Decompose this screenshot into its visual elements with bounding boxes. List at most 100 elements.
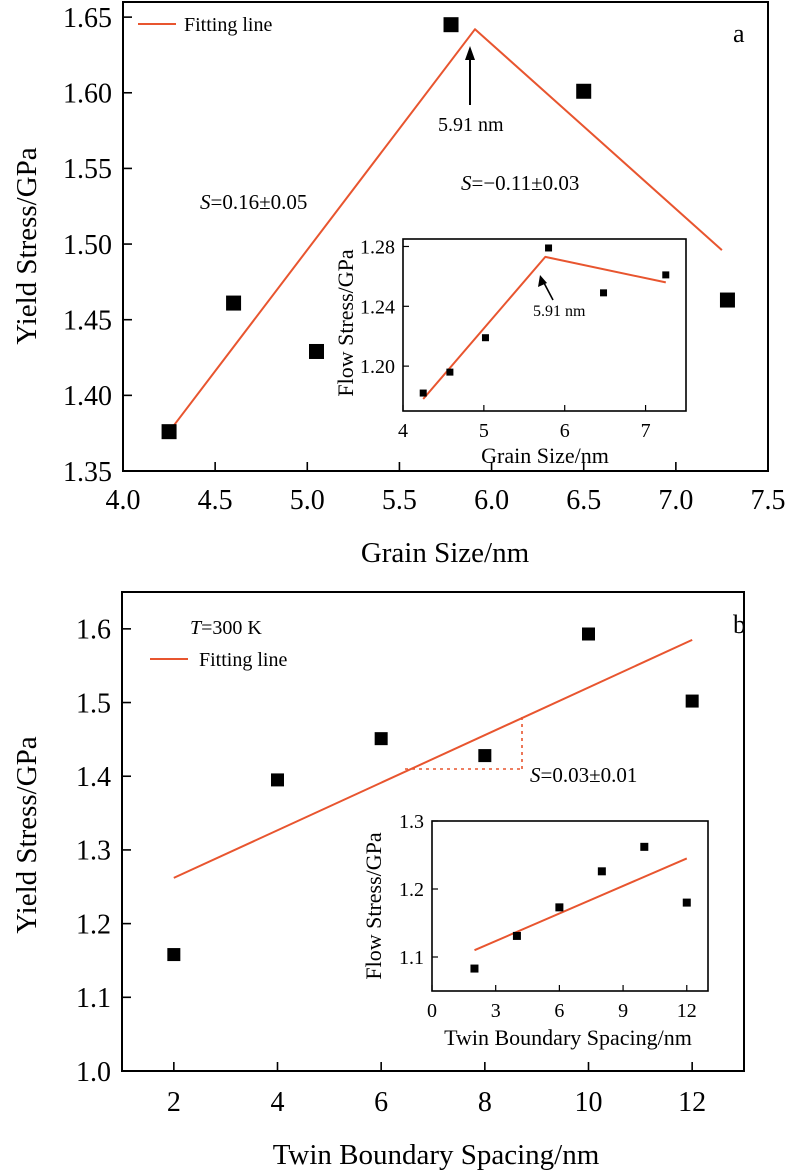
panel-b-temperature: T=300 K <box>190 617 262 639</box>
panel-b-inset-y-axis-label: Flow Stress/GPa <box>361 832 386 980</box>
panel-b-inset-y-tick-label: 1.3 <box>399 811 424 833</box>
panel-a-inset-frame <box>402 238 687 412</box>
slope-variable: S <box>530 763 541 787</box>
panel-b-x-tick-label: 2 <box>167 1087 181 1118</box>
panel-b-inset-x-tick-label: 9 <box>618 1000 628 1022</box>
panel-b-inset-x-tick-label: 6 <box>554 1000 564 1022</box>
panel-a-right-slope: S=−0.11±0.03 <box>461 171 579 195</box>
panel-b-inset: 0 3 6 9 12 1.1 1.2 1.3 Twin Boundary Spacing/nm… <box>361 811 709 1050</box>
panel-a-y-tick-label: 1.50 <box>63 230 112 261</box>
panel-a-data-point <box>719 292 735 308</box>
panel-b-x-tick-label: 10 <box>575 1087 603 1118</box>
panel-a-inset-y-tick-label: 1.20 <box>360 356 395 378</box>
panel-a-inset-x-tick-label: 7 <box>641 420 651 442</box>
panel-b: 2 4 6 8 10 12 1.0 1.1 1.2 1.3 1.4 1.5 1.6 T=300 K Fi… <box>11 591 746 1171</box>
panel-a-y-tick-label: 1.40 <box>63 381 112 412</box>
panel-a: 4.0 4.5 5.0 5.5 6.0 6.5 7.0 7.5 1.35 1.40 1.45 1.50… <box>11 1 786 569</box>
panel-b-inset-data-point <box>555 903 564 912</box>
panel-b-inset-x-tick-label: 0 <box>427 1000 437 1022</box>
panel-a-frame <box>122 1 769 472</box>
panel-a-inset-annotation: 5.91 nm <box>533 303 586 320</box>
panel-a-inset-x-tick-label: 4 <box>398 420 408 442</box>
panel-a-x-tick-label: 5.5 <box>382 485 417 516</box>
temperature-variable: T <box>190 617 203 639</box>
panel-b-inset-y-tick-label: 1.1 <box>399 947 424 969</box>
panel-a-inset-data-point <box>600 289 608 297</box>
panel-b-x-tick-label: 4 <box>271 1087 285 1118</box>
panel-b-inset-data-point <box>682 898 691 907</box>
panel-a-x-tick-label: 4.0 <box>106 485 141 516</box>
slope-variable: S <box>461 171 472 195</box>
panel-a-inset: 4 5 6 7 1.20 1.24 1.28 5.91 nm Grain Size/nm F… <box>333 236 687 468</box>
panel-a-inset-arrow <box>542 280 554 301</box>
panel-b-slope: S=0.03±0.01 <box>530 763 637 787</box>
panel-a-y-axis-label: Yield Stress/GPa <box>11 147 43 344</box>
panel-a-peak-arrowhead <box>465 46 475 60</box>
panel-a-legend-label: Fitting line <box>184 14 272 36</box>
panel-a-fitting-line <box>168 28 723 433</box>
panel-b-inset-y-tick-label: 1.2 <box>399 879 424 901</box>
panel-a-y-tick-label: 1.35 <box>63 457 112 488</box>
panel-a-left-slope: S=0.16±0.05 <box>200 190 307 214</box>
panel-b-inset-x-axis-label: Twin Boundary Spacing/nm <box>444 1025 692 1050</box>
panel-b-inset-data-point <box>640 842 649 851</box>
panel-b-label: b <box>733 610 746 639</box>
panel-b-y-axis-label: Yield Stress/GPa <box>11 736 43 933</box>
panel-a-x-tick-label: 6.5 <box>566 485 601 516</box>
panel-b-y-tick-label: 1.4 <box>76 762 111 793</box>
panel-a-data-point <box>576 83 592 99</box>
panel-a-inset-data-point <box>545 244 553 252</box>
panel-a-data-point <box>226 295 242 311</box>
panel-b-y-tick-label: 1.3 <box>76 836 111 867</box>
panel-a-x-tick-label: 7.5 <box>751 485 786 516</box>
panel-b-inset-data-point <box>470 964 479 973</box>
panel-b-inset-x-tick-label: 3 <box>491 1000 501 1022</box>
panel-a-inset-data-point <box>481 334 489 342</box>
panel-b-data-point <box>478 749 492 763</box>
panel-a-y-tick-label: 1.45 <box>63 306 112 337</box>
panel-b-data-point <box>374 732 388 746</box>
panel-b-data-point <box>685 694 699 708</box>
panel-a-y-tick-label: 1.65 <box>63 3 112 34</box>
panel-b-inset-fitting-line <box>474 857 688 952</box>
panel-a-x-axis-label: Grain Size/nm <box>361 537 530 569</box>
panel-b-data-point <box>271 773 284 787</box>
panel-b-y-tick-label: 1.5 <box>76 688 111 719</box>
panel-b-x-tick-label: 12 <box>678 1087 706 1118</box>
slope-variable: S <box>200 190 211 214</box>
panel-b-inset-data-point <box>597 867 606 876</box>
panel-a-inset-y-tick-label: 1.28 <box>360 236 395 258</box>
panel-b-data-point <box>167 948 181 962</box>
panel-b-fitting-line <box>173 638 693 879</box>
panel-a-inset-fitting-line <box>422 255 667 400</box>
temperature-value: =300 K <box>201 617 262 639</box>
panel-a-data-point <box>161 424 177 440</box>
panel-a-data-point <box>443 17 459 33</box>
panel-a-y-tick-label: 1.55 <box>63 154 112 185</box>
panel-b-x-axis-label: Twin Boundary Spacing/nm <box>273 1139 600 1171</box>
panel-a-inset-y-tick-label: 1.24 <box>360 296 395 318</box>
panel-a-inset-y-axis-label: Flow Stress/GPa <box>333 249 358 397</box>
panel-b-y-tick-label: 1.6 <box>76 615 111 646</box>
panel-a-inset-data-point <box>662 271 670 279</box>
panel-a-inset-x-tick-label: 5 <box>479 420 489 442</box>
panel-a-x-tick-label: 5.0 <box>290 485 325 516</box>
panel-b-y-tick-label: 1.0 <box>76 1057 111 1088</box>
panel-a-inset-x-axis-label: Grain Size/nm <box>481 443 609 468</box>
slope-value: =0.03±0.01 <box>541 763 638 787</box>
panel-b-inset-data-point <box>512 931 521 940</box>
panel-a-y-tick-label: 1.60 <box>63 79 112 110</box>
panel-a-data-point <box>309 343 324 359</box>
panel-b-legend-label: Fitting line <box>199 649 287 671</box>
panel-a-label: a <box>733 19 745 48</box>
panel-a-x-tick-label: 7.0 <box>658 485 693 516</box>
panel-b-frame <box>121 591 745 1072</box>
panel-a-inset-data-point <box>446 368 454 376</box>
slope-value: =0.16±0.05 <box>211 190 308 214</box>
panel-b-inset-x-tick-label: 12 <box>677 1000 697 1022</box>
panel-a-inset-arrowhead <box>538 275 547 287</box>
panel-b-x-tick-label: 8 <box>478 1087 492 1118</box>
panel-b-inset-frame <box>431 820 709 992</box>
panel-b-x-tick-label: 6 <box>374 1087 388 1118</box>
